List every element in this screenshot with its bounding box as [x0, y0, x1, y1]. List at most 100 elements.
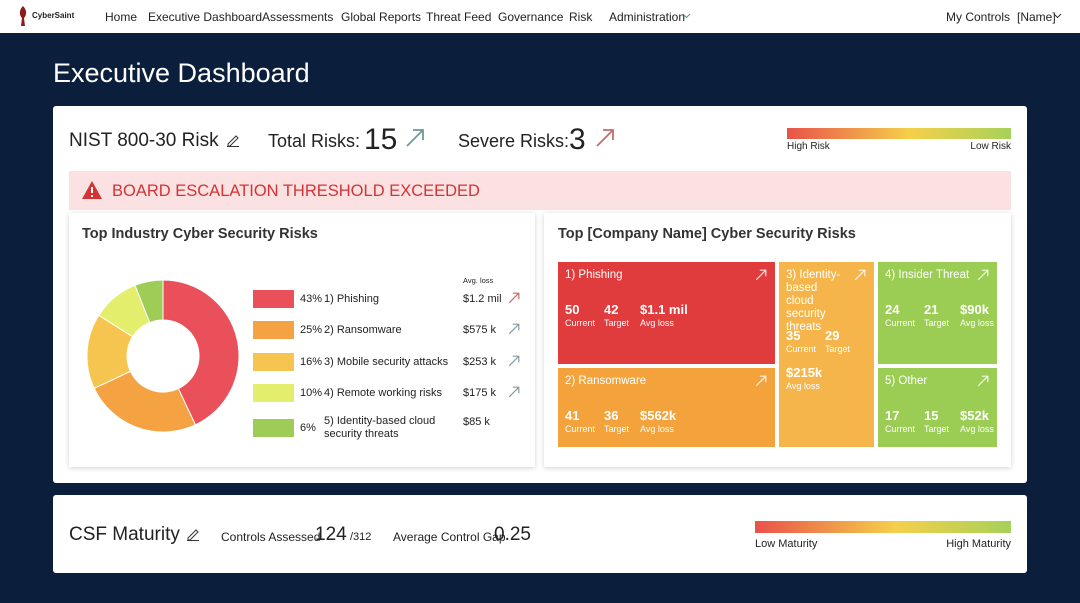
arrow-icon	[755, 269, 767, 281]
panel-title: NIST 800-30 Risk	[69, 130, 219, 151]
percent-label: 6%	[300, 422, 316, 434]
loss-value: $215k	[786, 365, 823, 380]
current-label: Current	[885, 424, 916, 434]
total-label: Total Risks:	[268, 131, 361, 151]
current-value: 35	[786, 328, 801, 343]
percent-label: 10%	[300, 387, 323, 399]
target-value: 15	[924, 408, 939, 423]
target-value: 42	[604, 302, 619, 317]
legend-swatch	[253, 419, 294, 437]
trend-arrow	[595, 128, 615, 153]
donut-slice	[134, 279, 164, 324]
trend-arrow	[508, 322, 520, 340]
loss-value: $1.1 mil	[640, 302, 688, 317]
loss-label: Avg loss	[960, 318, 994, 328]
current-label: Current	[565, 318, 596, 328]
current-label: Current	[786, 344, 817, 354]
edit-icon[interactable]	[186, 527, 200, 541]
arrow-icon	[508, 323, 520, 335]
severe-label: Severe Risks:	[458, 131, 570, 151]
avg-loss: $1.2 mil	[463, 293, 502, 305]
donut-slice	[93, 370, 197, 433]
nav-link[interactable]: Threat Feed	[426, 10, 492, 24]
risk-name: 1) Phishing	[324, 293, 380, 305]
loss-label: Avg loss	[960, 424, 994, 434]
nav-link[interactable]: Global Reports	[341, 10, 422, 24]
gap-label: Average Control Gap	[393, 530, 506, 544]
nav-link[interactable]: Governance	[498, 10, 564, 24]
arrow-icon	[508, 355, 520, 367]
nav-bar: CyberSaint Home Executive Dashboard Assess…	[0, 0, 1080, 33]
arrow-icon	[508, 292, 520, 304]
maturity-gradient	[755, 521, 1011, 533]
target-value: 21	[924, 302, 939, 317]
nav-link[interactable]: Home	[105, 10, 138, 24]
page-title: Executive Dashboard	[53, 58, 310, 88]
percent-label: 25%	[300, 324, 323, 336]
current-value: 41	[565, 408, 580, 423]
legend-swatch	[253, 321, 294, 339]
current-value: 24	[885, 302, 900, 317]
current-label: Current	[885, 318, 916, 328]
loss-value: $52k	[960, 408, 989, 423]
trend-arrow	[977, 269, 989, 284]
avg-loss: $253 k	[463, 356, 497, 368]
alert-banner: BOARD ESCALATION THRESHOLD EXCEEDED	[69, 171, 1011, 210]
brand: CyberSaint	[32, 11, 75, 20]
risk-tile[interactable]: 1) Phishing 50 Current 42 Target $1.1 mil Avg …	[558, 262, 775, 364]
legend-label: High Maturity	[946, 538, 1011, 550]
loss-value: $562k	[640, 408, 677, 423]
arrow-icon	[508, 386, 520, 398]
trend-arrow	[508, 385, 520, 403]
total-value: 15	[364, 123, 398, 156]
donut-slice	[162, 279, 240, 426]
legend-label: Low Maturity	[755, 538, 818, 550]
target-value: 36	[604, 408, 619, 423]
avg-loss: $575 k	[463, 324, 497, 336]
nav-link[interactable]: Risk	[569, 10, 593, 24]
target-label: Target	[924, 424, 950, 434]
target-label: Target	[924, 318, 950, 328]
brand-logo	[19, 6, 27, 26]
risk-tile[interactable]: 4) Insider Threat 24 Current 21 Target $90k Av…	[878, 262, 997, 364]
user-menu[interactable]: [Name]	[1017, 10, 1056, 24]
loss-label: Avg loss	[786, 381, 820, 391]
dropdown-caret	[682, 13, 691, 19]
trend-arrow	[854, 269, 866, 284]
tile-title: 5) Other	[885, 375, 928, 387]
risk-name: 4) Remote working risks	[324, 387, 442, 399]
risk-tile[interactable]: 5) Other 17 Current 15 Target $52k Avg loss	[878, 368, 997, 447]
current-label: Current	[565, 424, 596, 434]
loss-label: Avg loss	[640, 424, 674, 434]
arrow-icon	[977, 375, 989, 387]
edit-icon[interactable]	[226, 133, 240, 147]
current-value: 17	[885, 408, 900, 423]
nav-link[interactable]: My Controls	[946, 10, 1011, 24]
tile-title: 2) Ransomware	[565, 375, 647, 387]
nav-link[interactable]: Executive Dashboard	[148, 10, 263, 24]
legend-label: High Risk	[787, 141, 830, 152]
csf-panel: CSF Maturity Controls Assessed 124 /312 …	[53, 495, 1027, 573]
panel-title: CSF Maturity	[69, 524, 180, 545]
risk-gradient	[787, 128, 1011, 139]
trend-arrow	[405, 128, 425, 153]
loss-value: $90k	[960, 302, 989, 317]
target-label: Target	[604, 318, 630, 328]
loss-label: Avg loss	[640, 318, 674, 328]
nav-link[interactable]: Administration	[609, 10, 686, 24]
arrow-icon	[977, 269, 989, 281]
risk-tile[interactable]: 3) Identity-based cloud security threats…	[779, 262, 874, 447]
company-card: Top [Company Name] Cyber Security Risks …	[544, 213, 1011, 467]
risk-panel: NIST 800-30 Risk Total Risks: 15 Severe …	[53, 106, 1027, 483]
percent-label: 43%	[300, 293, 323, 305]
nav-link[interactable]: Assessments	[262, 10, 334, 24]
risk-name: 5) Identity-based cloud security threats	[324, 415, 436, 440]
risk-tile[interactable]: 2) Ransomware 41 Current 36 Target $562k Avg l…	[558, 368, 775, 447]
donut-chart	[86, 279, 240, 433]
target-label: Target	[825, 344, 851, 354]
avg-loss: $175 k	[463, 387, 497, 399]
arrow-icon	[596, 129, 614, 147]
current-value: 50	[565, 302, 580, 317]
card-title: Top Industry Cyber Security Risks	[82, 226, 318, 242]
